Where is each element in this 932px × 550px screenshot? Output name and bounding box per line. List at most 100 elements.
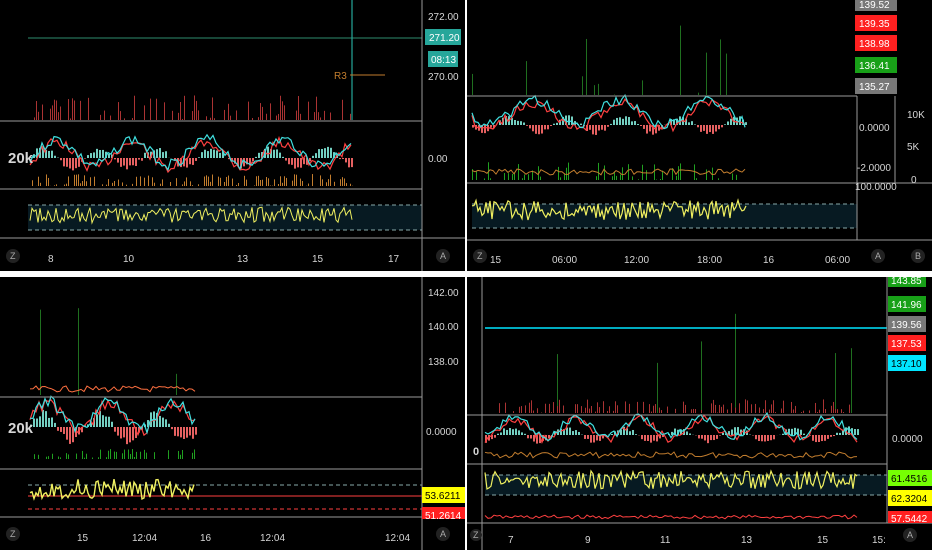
volume-bar — [595, 411, 596, 413]
histogram-bar — [647, 435, 649, 441]
histogram-bar — [132, 158, 134, 166]
sub-volume-bar — [86, 181, 87, 186]
histogram-bar — [171, 427, 173, 430]
chart-3-svg[interactable]: 142.00 140.00 138.00 0.0000 53.6211 51.2… — [0, 277, 465, 550]
auto-scale-button[interactable] — [903, 528, 917, 542]
histogram-bar — [782, 433, 784, 435]
histogram-bar — [192, 427, 194, 439]
sub-volume-bar — [66, 453, 67, 459]
histogram-bar — [830, 435, 832, 437]
scale-toggle-z[interactable] — [6, 249, 20, 263]
volume-bar — [52, 105, 53, 120]
price-tag: 141.96 — [891, 300, 922, 311]
histogram-bar — [249, 158, 251, 166]
auto-scale-button[interactable] — [436, 249, 450, 263]
volume-tick: 10K — [907, 110, 925, 121]
histogram-bar — [141, 158, 143, 161]
volume-bar — [318, 112, 319, 120]
histogram-bar — [646, 125, 648, 134]
volume-spike — [176, 373, 177, 395]
volume-bar — [649, 404, 650, 413]
histogram-bar — [159, 415, 161, 427]
histogram-bar — [174, 158, 176, 161]
volume-bar — [537, 408, 538, 413]
histogram-bar — [818, 435, 820, 442]
histogram-bar — [703, 125, 705, 131]
histogram-bar — [159, 148, 161, 158]
histogram-bar — [791, 428, 793, 435]
volume-bar — [230, 115, 231, 120]
sub-volume-bar — [528, 174, 529, 180]
oscillator-line-cyan — [29, 133, 352, 172]
sub-volume-bar — [522, 178, 523, 180]
histogram-bar — [650, 435, 652, 443]
auto-scale-button[interactable] — [436, 527, 450, 541]
chart-panel-3[interactable]: 142.00 140.00 138.00 0.0000 53.6211 51.2… — [0, 277, 465, 550]
histogram-bar — [345, 158, 347, 163]
sub-volume-bar — [490, 178, 491, 180]
histogram-bar — [324, 148, 326, 158]
rsi-band — [472, 204, 857, 228]
histogram-bar — [773, 435, 775, 440]
sub-volume-bar — [246, 179, 247, 186]
sub-volume-bar — [296, 174, 297, 186]
chart-panel-2[interactable]: 139.52 139.35 138.98 136.41 135.27 0.000… — [467, 0, 932, 271]
sub-volume-bar — [238, 182, 239, 186]
histogram-bar — [222, 151, 224, 158]
histogram-bar — [243, 158, 245, 167]
histogram-bar — [231, 158, 233, 162]
histogram-bar — [120, 158, 122, 167]
volume-bar — [252, 117, 253, 120]
chart-panel-4[interactable]: 143.85 141.96 139.56 137.53 137.10 0.000… — [467, 277, 932, 550]
chart-1-svg[interactable]: 272.00 270.00 0.00 271.20 08:13 R3 20k 8… — [0, 0, 465, 271]
sub-volume-bar — [64, 184, 65, 186]
price-tag: 138.98 — [859, 39, 890, 50]
volume-scale-button[interactable] — [911, 249, 925, 263]
chart-4-svg[interactable]: 143.85 141.96 139.56 137.53 137.10 0.000… — [467, 277, 932, 550]
volume-spike — [642, 80, 643, 95]
scale-toggle-z[interactable] — [470, 529, 482, 541]
histogram-bar — [114, 427, 116, 432]
histogram-bar — [288, 158, 290, 165]
volume-bar — [801, 412, 802, 413]
histogram-bar — [84, 158, 86, 159]
histogram-bar — [691, 121, 693, 125]
sub-volume-bar — [616, 175, 617, 180]
sub-volume-bar — [278, 183, 279, 186]
sub-volume-bar — [198, 184, 199, 186]
scale-toggle-z[interactable] — [473, 249, 487, 263]
histogram-bar — [523, 122, 525, 125]
histogram-bar — [75, 427, 77, 437]
sub-volume-bar — [342, 177, 343, 186]
histogram-bar — [138, 427, 140, 433]
volume-spike — [472, 73, 473, 95]
histogram-bar — [680, 429, 682, 435]
volume-spike — [706, 52, 707, 95]
scale-toggle-z[interactable] — [6, 527, 20, 541]
volume-spike — [698, 92, 699, 95]
histogram-bar — [619, 117, 621, 125]
histogram-bar — [652, 125, 654, 135]
sub-volume-bar — [236, 184, 237, 186]
auto-scale-button[interactable] — [871, 249, 885, 263]
volume-bar — [531, 400, 532, 413]
histogram-bar — [273, 149, 275, 158]
rsi-line — [471, 198, 747, 221]
histogram-bar — [87, 155, 89, 158]
chart-panel-1[interactable]: 272.00 270.00 0.00 271.20 08:13 R3 20k 8… — [0, 0, 465, 271]
histogram-bar — [815, 435, 817, 443]
volume-bar — [68, 99, 69, 120]
histogram-bar — [69, 427, 71, 444]
sub-volume-bar — [344, 178, 345, 186]
volume-bar — [72, 98, 73, 120]
volume-bar — [843, 412, 844, 413]
price-tag: 137.10 — [891, 359, 922, 370]
sub-volume-bar — [628, 164, 629, 180]
histogram-bar — [676, 118, 678, 125]
price-tag: 143.85 — [891, 277, 922, 287]
volume-bar — [693, 408, 694, 413]
volume-bar — [144, 105, 145, 120]
histogram-bar — [536, 435, 538, 444]
chart-2-svg[interactable]: 139.52 139.35 138.98 136.41 135.27 0.000… — [467, 0, 932, 271]
time-tick: 8 — [48, 254, 54, 265]
